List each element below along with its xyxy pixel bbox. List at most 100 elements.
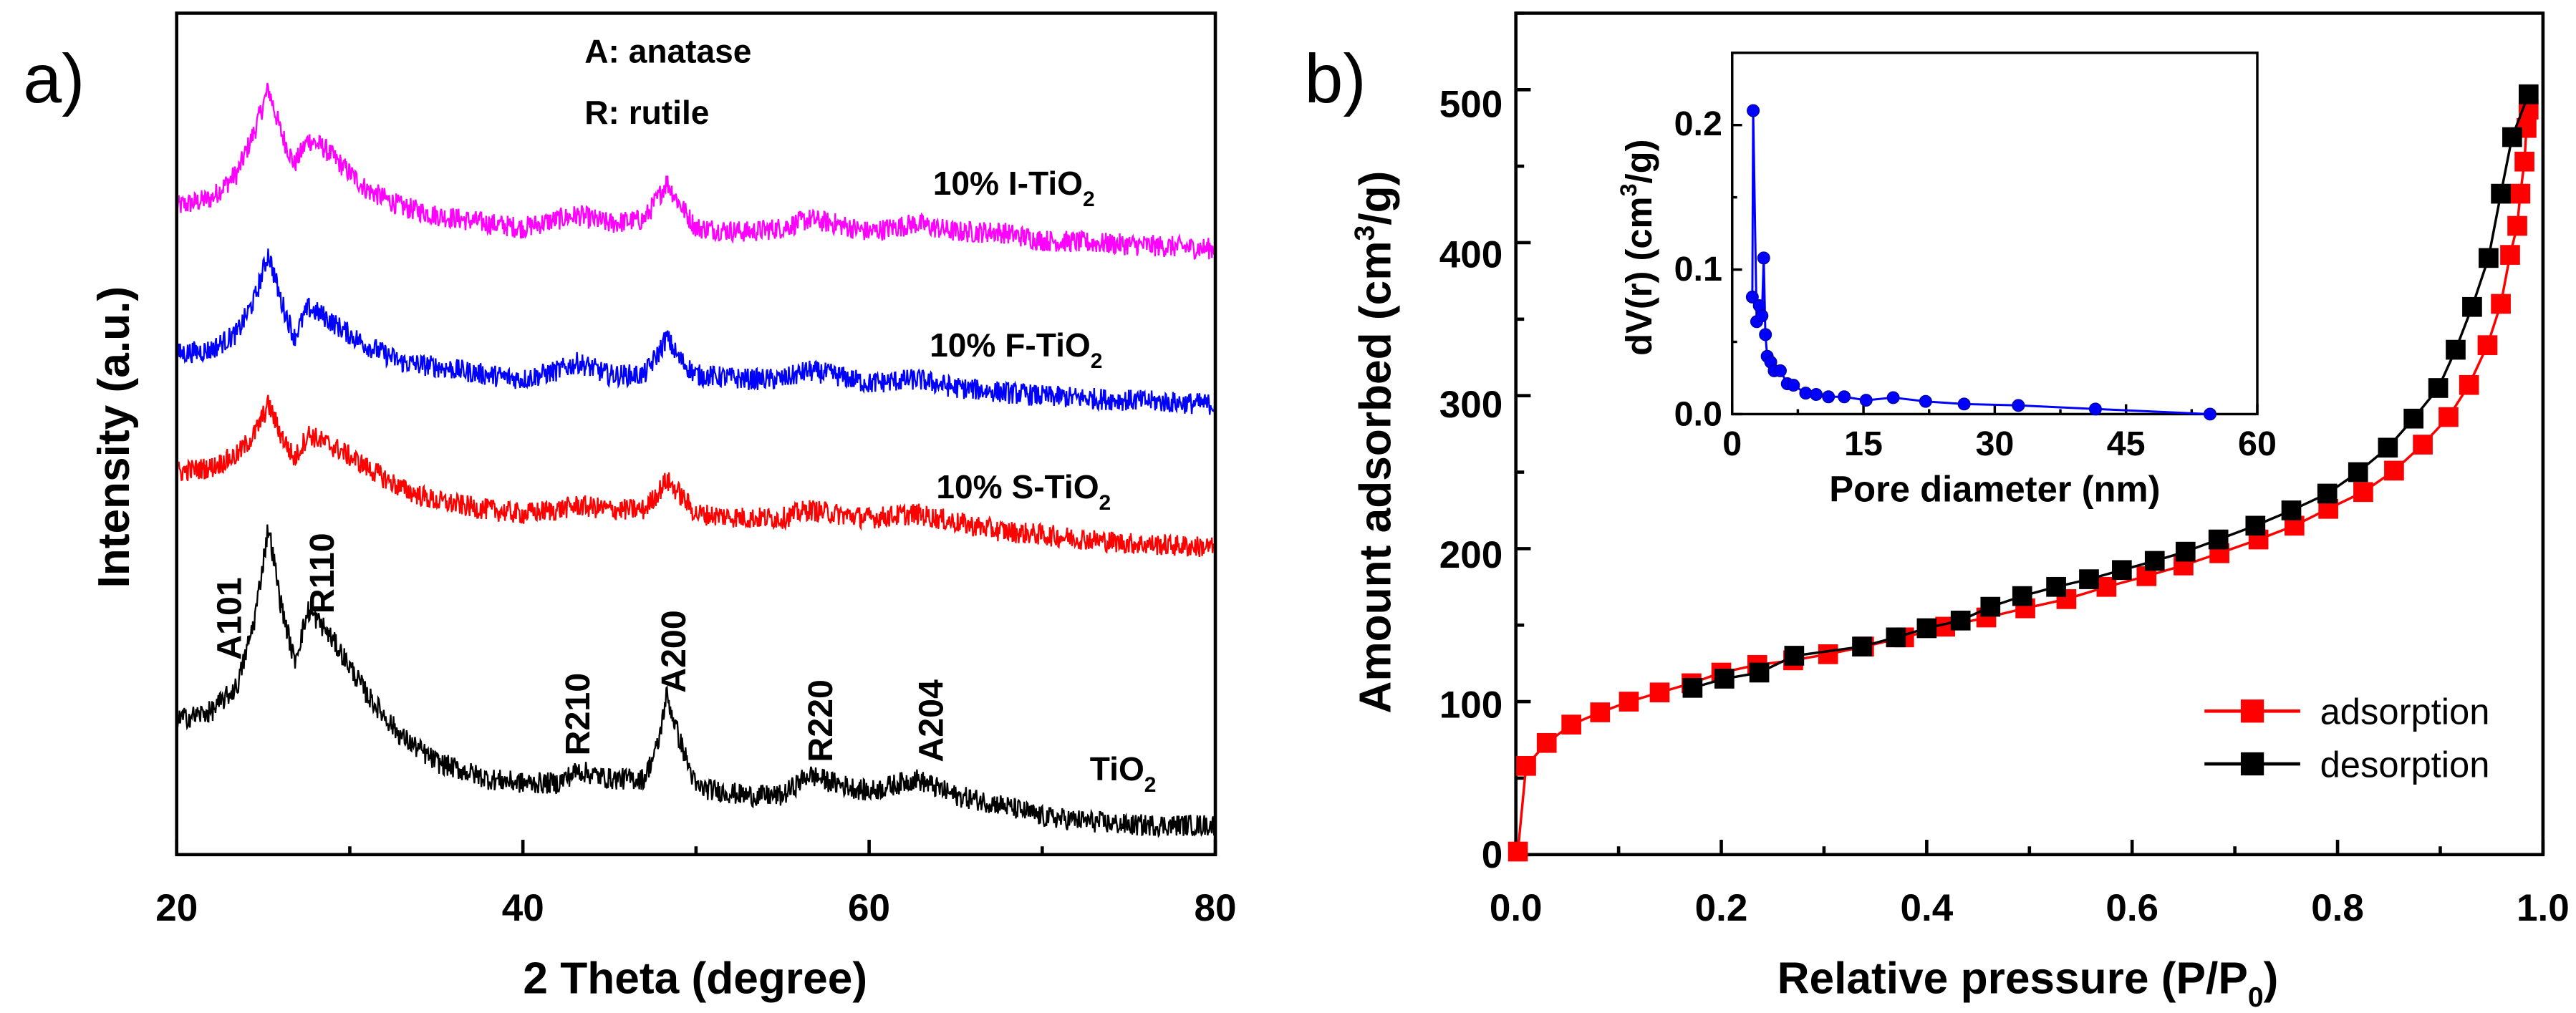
peak-label-r110: R110 xyxy=(303,533,342,614)
pore-distribution-point xyxy=(1822,390,1835,404)
inset-x-tick-label: 60 xyxy=(2238,425,2277,463)
legend-label-desorption: desorption xyxy=(2320,744,2490,785)
desorption-point xyxy=(2046,576,2066,597)
x-tick-label: 60 xyxy=(848,887,890,929)
series-label-i-tio2: 10% I-TiO2 xyxy=(933,165,1095,211)
x-tick-label: 20 xyxy=(155,887,198,929)
inset-y-axis-title: dV(r) (cm3/g) xyxy=(1616,139,1659,355)
x-tick-label: 0.6 xyxy=(2105,887,2158,929)
desorption-point xyxy=(2079,569,2099,589)
peak-label-a204: A204 xyxy=(912,679,951,762)
isotherm-panel: b) 0.0 0.2 0.4 0.6 0.8 1.0 0 100 200 300… xyxy=(1305,11,2570,1013)
adsorption-point xyxy=(2353,482,2373,503)
desorption-point xyxy=(1714,669,1735,689)
x-tick-label: 40 xyxy=(502,887,544,929)
legend: adsorption desorption xyxy=(2204,692,2489,785)
desorption-point xyxy=(2491,183,2511,204)
legend-marker-adsorption xyxy=(2240,699,2264,723)
desorption-point xyxy=(1682,678,1703,698)
y-tick-label: 0 xyxy=(1482,834,1502,876)
pore-distribution-point xyxy=(2088,402,2102,416)
xrd-line-10-f-tio2 xyxy=(175,248,1217,415)
xrd-panel: a) 20 40 60 80 2 Theta (degree) Intensit… xyxy=(23,11,1237,1003)
desorption-point xyxy=(1784,646,1805,666)
x-axis-title: Relative pressure (P/P0) xyxy=(1777,954,2279,1012)
y-tick-label: 100 xyxy=(1439,684,1502,726)
peak-label-a200: A200 xyxy=(655,610,693,693)
pore-distribution-point xyxy=(2012,399,2025,412)
x-axis-title: 2 Theta (degree) xyxy=(523,954,867,1003)
pore-distribution-point xyxy=(1838,390,1851,404)
adsorption-point xyxy=(2477,335,2498,355)
adsorption-point xyxy=(2459,374,2479,395)
xrd-x-ticks xyxy=(175,840,1217,855)
y-axis-title: Amount adsorbed (cm3/g) xyxy=(1349,171,1400,714)
peak-label-r220: R220 xyxy=(801,679,840,762)
x-tick-label: 1.0 xyxy=(2517,887,2570,929)
desorption-point xyxy=(2281,500,2302,520)
desorption-point xyxy=(2317,483,2338,504)
xrd-line-10-s-tio2 xyxy=(175,394,1217,558)
adsorption-point xyxy=(1619,692,1639,712)
panel-label-a: a) xyxy=(23,39,85,117)
desorption-point xyxy=(2378,437,2398,458)
pore-distribution-point xyxy=(1787,379,1800,392)
pore-distribution-point xyxy=(2204,407,2216,421)
adsorption-point xyxy=(1516,755,1536,776)
pore-distribution-point xyxy=(1757,251,1770,265)
desorption-point xyxy=(2208,529,2229,550)
desorption-point xyxy=(2144,551,2165,571)
adsorption-point xyxy=(1818,644,1838,664)
pore-distribution-point xyxy=(1859,394,1873,407)
desorption-point xyxy=(2012,586,2032,606)
desorption-point xyxy=(2112,560,2132,581)
desorption-point xyxy=(2502,127,2522,147)
y-tick-label: 300 xyxy=(1439,384,1502,426)
x-tick-label: 0.0 xyxy=(1490,887,1543,929)
legend-label-adsorption: adsorption xyxy=(2320,692,2490,732)
inset-frame xyxy=(1731,52,2259,416)
desorption-point xyxy=(2403,408,2424,429)
y-tick-label: 500 xyxy=(1439,84,1502,126)
inset-series xyxy=(1745,104,2216,421)
x-tick-label: 0.4 xyxy=(1901,887,1954,929)
pore-distribution-point xyxy=(1886,391,1900,404)
desorption-point xyxy=(1916,618,1937,639)
adsorption-point xyxy=(2491,294,2511,314)
adsorption-point xyxy=(2510,183,2531,204)
inset-pore-distribution: 0 15 30 45 60 0.0 0.1 0.2 Pore diameter … xyxy=(1616,52,2277,510)
peak-label-a101: A101 xyxy=(211,577,249,660)
anatase-note: A: anatase xyxy=(584,33,751,70)
desorption-point xyxy=(1950,610,1971,631)
desorption-point xyxy=(1749,662,1770,683)
adsorption-point xyxy=(2096,576,2117,597)
inset-x-tick-label: 0 xyxy=(1722,425,1742,463)
pore-distribution-point xyxy=(1759,328,1772,341)
desorption-point xyxy=(2245,515,2266,536)
isotherm-series-group xyxy=(1508,84,2539,862)
inset-y-tick-label: 0.1 xyxy=(1674,250,1722,289)
desorption-point xyxy=(1852,636,1872,656)
adsorption-point xyxy=(2413,435,2433,455)
inset-ticks xyxy=(1731,52,2259,416)
inset-x-axis-title: Pore diameter (nm) xyxy=(1829,469,2160,510)
desorption-point xyxy=(2428,378,2449,398)
y-axis-title: Intensity (a.u.) xyxy=(90,286,139,588)
panel-label-b: b) xyxy=(1305,39,1366,117)
adsorption-point xyxy=(2438,407,2459,427)
xrd-axes-frame xyxy=(175,11,1217,857)
desorption-point xyxy=(2446,339,2466,360)
desorption-point xyxy=(2348,462,2368,483)
pore-distribution-point xyxy=(1773,364,1787,377)
x-tick-label: 0.2 xyxy=(1695,887,1748,929)
adsorption-point xyxy=(1508,841,1528,862)
y-tick-label: 400 xyxy=(1439,233,1502,276)
desorption-point xyxy=(2518,84,2539,105)
inset-x-tick-label: 45 xyxy=(2107,425,2146,463)
desorption-point xyxy=(2462,296,2482,317)
pore-distribution-point xyxy=(1799,387,1813,400)
desorption-point xyxy=(2175,541,2196,562)
series-label-f-tio2: 10% F-TiO2 xyxy=(930,326,1102,373)
pore-distribution-point xyxy=(1745,290,1759,304)
